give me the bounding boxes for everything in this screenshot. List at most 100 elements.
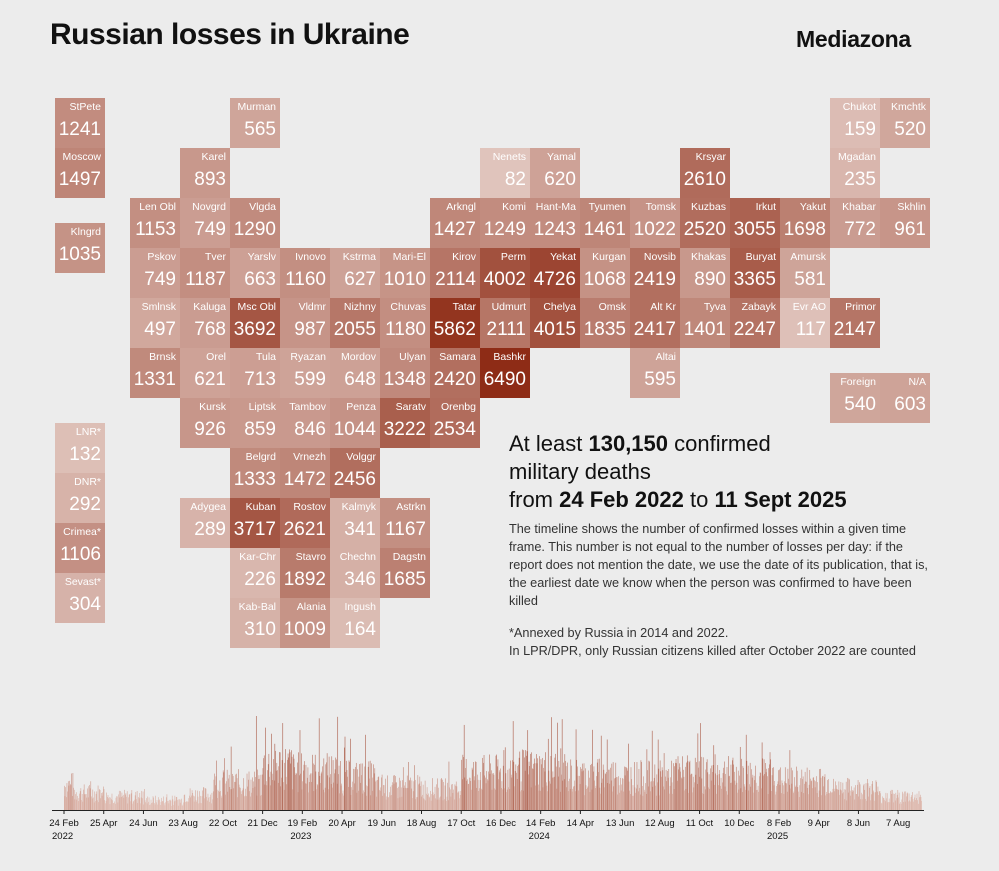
region-tile[interactable]: Astrkn 1167 <box>380 498 430 548</box>
region-tile[interactable]: Kuzbas 2520 <box>680 198 730 248</box>
region-tile[interactable]: Tver 1187 <box>180 248 230 298</box>
region-tile[interactable]: Tula 713 <box>230 348 280 398</box>
region-tile[interactable]: Saratv 3222 <box>380 398 430 448</box>
region-tile[interactable]: Liptsk 859 <box>230 398 280 448</box>
region-tile[interactable]: Karel 893 <box>180 148 230 198</box>
region-tile[interactable]: Chukot 159 <box>830 98 880 148</box>
region-tile[interactable]: Vrnezh 1472 <box>280 448 330 498</box>
timeline-bar <box>827 780 828 810</box>
region-tile[interactable]: Kalmyk 341 <box>330 498 380 548</box>
region-tile[interactable]: Ulyan 1348 <box>380 348 430 398</box>
region-tile[interactable]: DNR* 292 <box>55 473 105 523</box>
region-tile[interactable]: Moscow 1497 <box>55 148 105 198</box>
region-tile[interactable]: Smlnsk 497 <box>130 298 180 348</box>
region-tile[interactable]: Evr AO 117 <box>780 298 830 348</box>
region-tile[interactable]: Ingush 164 <box>330 598 380 648</box>
region-tile[interactable]: Irkut 3055 <box>730 198 780 248</box>
region-tile[interactable]: Dagstn 1685 <box>380 548 430 598</box>
region-tile[interactable]: Volggr 2456 <box>330 448 380 498</box>
region-tile[interactable]: Chuvas 1180 <box>380 298 430 348</box>
region-tile[interactable]: Crimea* 1106 <box>55 523 105 573</box>
region-tile[interactable]: Ryazan 599 <box>280 348 330 398</box>
region-tile[interactable]: Yamal 620 <box>530 148 580 198</box>
timeline-bar <box>208 801 210 810</box>
timeline-bar <box>97 785 99 810</box>
region-tile[interactable]: Arkngl 1427 <box>430 198 480 248</box>
region-tile[interactable]: Nenets 82 <box>480 148 530 198</box>
region-tile[interactable]: Kab-Bal 310 <box>230 598 280 648</box>
region-tile[interactable]: Krsyar 2610 <box>680 148 730 198</box>
region-tile[interactable]: Tyumen 1461 <box>580 198 630 248</box>
region-tile[interactable]: Adygea 289 <box>180 498 230 548</box>
region-tile[interactable]: Len Obl 1153 <box>130 198 180 248</box>
region-tile[interactable]: N/A 603 <box>880 373 930 423</box>
region-tile[interactable]: Kuban 3717 <box>230 498 280 548</box>
region-tile[interactable]: LNR* 132 <box>55 423 105 473</box>
region-tile[interactable]: Stavro 1892 <box>280 548 330 598</box>
region-tile[interactable]: Tomsk 1022 <box>630 198 680 248</box>
region-tile[interactable]: Nizhny 2055 <box>330 298 380 348</box>
region-tile[interactable]: Udmurt 2111 <box>480 298 530 348</box>
region-tile[interactable]: Kaluga 768 <box>180 298 230 348</box>
timeline-bar <box>479 788 480 810</box>
region-tile[interactable]: Mordov 648 <box>330 348 380 398</box>
timeline-bar <box>903 801 905 810</box>
region-tile[interactable]: Kirov 2114 <box>430 248 480 298</box>
region-tile[interactable]: Alania 1009 <box>280 598 330 648</box>
region-tile[interactable]: Ivnovo 1160 <box>280 248 330 298</box>
region-tile[interactable]: Primor 2147 <box>830 298 880 348</box>
region-tile[interactable]: Orel 621 <box>180 348 230 398</box>
timeline-bar <box>888 798 890 810</box>
region-tile[interactable]: Tambov 846 <box>280 398 330 448</box>
region-tile[interactable]: Brnsk 1331 <box>130 348 180 398</box>
region-tile[interactable]: Novsib 2419 <box>630 248 680 298</box>
region-tile[interactable]: Buryat 3365 <box>730 248 780 298</box>
region-tile[interactable]: Hant-Ma 1243 <box>530 198 580 248</box>
region-tile[interactable]: Altai 595 <box>630 348 680 398</box>
region-tile[interactable]: Samara 2420 <box>430 348 480 398</box>
region-tile[interactable]: Chelya 4015 <box>530 298 580 348</box>
region-tile[interactable]: Mari-El 1010 <box>380 248 430 298</box>
timeline-bar <box>684 766 686 810</box>
region-tile[interactable]: Zabayk 2247 <box>730 298 780 348</box>
region-tile[interactable]: Msc Obl 3692 <box>230 298 280 348</box>
region-value: 565 <box>244 119 276 140</box>
region-tile[interactable]: Kurgan 1068 <box>580 248 630 298</box>
region-tile[interactable]: Skhlin 961 <box>880 198 930 248</box>
brand-logo[interactable]: Mediazona <box>796 26 911 52</box>
region-tile[interactable]: Alt Kr 2417 <box>630 298 680 348</box>
region-tile[interactable]: Yekat 4726 <box>530 248 580 298</box>
region-tile[interactable]: Foreign 540 <box>830 373 880 423</box>
region-tile[interactable]: Belgrd 1333 <box>230 448 280 498</box>
region-tile[interactable]: Tatar 5862 <box>430 298 480 348</box>
region-tile[interactable]: Yarslv 663 <box>230 248 280 298</box>
region-tile[interactable]: Amursk 581 <box>780 248 830 298</box>
region-tile[interactable]: Pskov 749 <box>130 248 180 298</box>
region-tile[interactable]: Mgadan 235 <box>830 148 880 198</box>
timeline-bar <box>383 785 384 810</box>
region-tile[interactable]: Klngrd 1035 <box>55 223 105 273</box>
region-tile[interactable]: Orenbg 2534 <box>430 398 480 448</box>
region-tile[interactable]: Novgrd 749 <box>180 198 230 248</box>
region-label: Astrkn <box>396 501 426 513</box>
region-tile[interactable]: Sevast* 304 <box>55 573 105 623</box>
region-tile[interactable]: Rostov 2621 <box>280 498 330 548</box>
region-tile[interactable]: Murman 565 <box>230 98 280 148</box>
region-tile[interactable]: Khakas 890 <box>680 248 730 298</box>
region-tile[interactable]: Yakut 1698 <box>780 198 830 248</box>
region-tile[interactable]: Tyva 1401 <box>680 298 730 348</box>
region-tile[interactable]: Omsk 1835 <box>580 298 630 348</box>
region-tile[interactable]: Kmchtk 520 <box>880 98 930 148</box>
region-tile[interactable]: Penza 1044 <box>330 398 380 448</box>
region-tile[interactable]: Kstrma 627 <box>330 248 380 298</box>
region-tile[interactable]: Bashkr 6490 <box>480 348 530 398</box>
region-tile[interactable]: Vlgda 1290 <box>230 198 280 248</box>
region-tile[interactable]: StPete 1241 <box>55 98 105 148</box>
region-tile[interactable]: Vldmr 987 <box>280 298 330 348</box>
region-tile[interactable]: Chechn 346 <box>330 548 380 598</box>
region-tile[interactable]: Kursk 926 <box>180 398 230 448</box>
region-tile[interactable]: Komi 1249 <box>480 198 530 248</box>
region-tile[interactable]: Kar-Chr 226 <box>230 548 280 598</box>
region-tile[interactable]: Khabar 772 <box>830 198 880 248</box>
region-tile[interactable]: Perm 4002 <box>480 248 530 298</box>
